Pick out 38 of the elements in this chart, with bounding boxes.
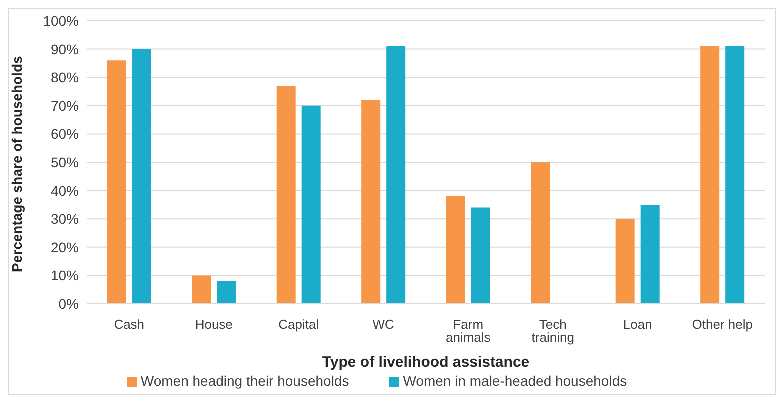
bar: [132, 49, 152, 304]
bar: [217, 281, 236, 304]
y-tick-label: 10%: [50, 268, 79, 284]
x-tick-label: Cash: [114, 317, 145, 332]
y-tick-label: 20%: [50, 239, 79, 256]
bar: [276, 86, 296, 304]
bar: [446, 196, 466, 304]
y-axis-title: Percentage share of households: [8, 56, 25, 272]
y-tick-label: 50%: [50, 154, 79, 170]
y-tick-label: 40%: [50, 182, 79, 199]
bar: [700, 46, 720, 304]
bar: [362, 100, 381, 304]
x-tick-label: Other help: [692, 317, 753, 332]
bar: [107, 60, 126, 304]
y-tick-label: 90%: [50, 41, 79, 58]
bar: [471, 208, 490, 304]
x-tick-label: WC: [372, 317, 394, 332]
x-tick-label: Loan: [623, 317, 652, 332]
y-tick-label: 0%: [58, 296, 79, 312]
y-tick-label: 60%: [50, 126, 79, 142]
legend-label: Women in male-headed households: [403, 373, 628, 389]
x-tick-label: Farm animals: [446, 317, 492, 346]
legend-label: Women heading their households: [140, 373, 350, 389]
y-tick-label: 70%: [50, 98, 79, 114]
x-tick-label: House: [195, 317, 233, 332]
x-tick-label: Tech training: [532, 317, 574, 346]
bar: [616, 219, 635, 304]
x-tick-label: Capital: [278, 317, 320, 332]
bar: [302, 106, 321, 304]
bar: [640, 204, 660, 304]
y-tick-label: 30%: [50, 211, 79, 228]
bar: [386, 46, 406, 304]
x-axis-title: Type of livelihood assistance: [322, 354, 530, 371]
bar: [726, 46, 745, 304]
bar: [531, 162, 550, 304]
y-tick-label: 80%: [50, 70, 79, 86]
bar: [192, 276, 212, 304]
y-tick-label: 100%: [43, 12, 79, 29]
